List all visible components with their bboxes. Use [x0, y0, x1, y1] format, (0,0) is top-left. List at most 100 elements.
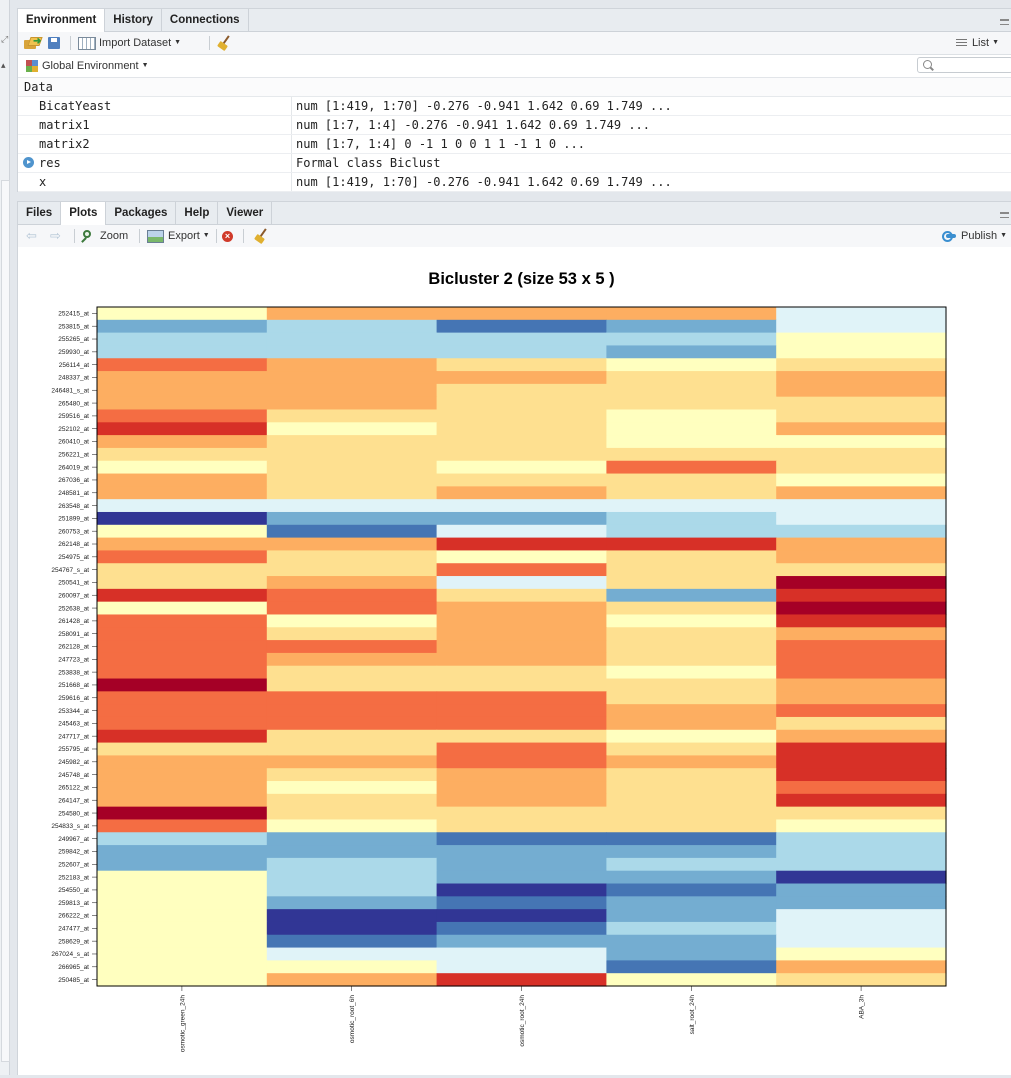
left-scrollbar[interactable]: [1, 180, 10, 1062]
zoom-magnifier-icon: [81, 229, 95, 243]
heatmap-cell: [606, 973, 777, 987]
heatmap-cell: [606, 345, 777, 359]
minimize-pane-icon[interactable]: [1000, 19, 1009, 25]
heatmap-cell: [97, 614, 268, 628]
tab-files[interactable]: Files: [18, 202, 62, 224]
row-label: 250541_at: [58, 580, 89, 587]
tab-help[interactable]: Help: [176, 202, 219, 224]
heatmap-cell: [776, 832, 947, 846]
heatmap-cell: [97, 307, 268, 321]
env-search-input[interactable]: [917, 57, 1011, 73]
heatmap-cell: [97, 640, 268, 654]
row-label: 253838_at: [58, 669, 89, 676]
search-icon: [923, 60, 932, 69]
tab-viewer[interactable]: Viewer: [218, 202, 273, 224]
heatmap-cell: [776, 422, 947, 436]
heatmap-cell: [606, 896, 777, 910]
open-folder-icon: ➜: [24, 37, 43, 50]
heatmap-cell: [436, 665, 607, 680]
heatmap-cell: [776, 473, 947, 487]
heatmap-cell: [606, 781, 777, 795]
env-object-list: BicatYeast num [1:419, 1:70] -0.276 -0.94…: [18, 97, 1011, 192]
next-plot-arrow-icon[interactable]: ⇨: [50, 228, 61, 243]
heatmap-cell: [606, 870, 777, 885]
column-divider: [291, 116, 292, 134]
clear-plots-button[interactable]: [254, 227, 270, 245]
heatmap-cell: [606, 524, 777, 539]
heatmap-cell: [97, 511, 268, 526]
heatmap-cell: [97, 768, 268, 782]
expand-object-icon[interactable]: [23, 157, 34, 168]
heatmap-cell: [776, 845, 947, 859]
minimize-pane-icon[interactable]: [1000, 212, 1009, 218]
heatmap-cell: [266, 422, 438, 436]
load-workspace-button[interactable]: ➜: [24, 34, 43, 52]
zoom-label: Zoom: [100, 230, 129, 242]
expand-arrow-icon[interactable]: ⤢: [1, 34, 9, 44]
heatmap-cell: [776, 678, 947, 692]
env-object-row[interactable]: res Formal class Biclust: [18, 154, 1011, 173]
heatmap-cell: [606, 409, 777, 423]
heatmap-cell: [266, 383, 438, 398]
export-dropdown[interactable]: Export ▼: [147, 227, 210, 245]
tab-environment[interactable]: Environment: [18, 9, 106, 32]
heatmap-cell: [97, 652, 268, 667]
heatmap-cell: [606, 678, 777, 692]
heatmap-cell: [606, 934, 777, 949]
heatmap-cell: [606, 652, 777, 667]
heatmap-cell: [776, 396, 947, 411]
row-label: 252102_at: [58, 426, 89, 433]
heatmap-cell: [606, 358, 777, 372]
row-label: 248581_at: [58, 490, 89, 497]
heatmap-cell: [606, 588, 777, 603]
heatmap-cell: [97, 396, 268, 411]
heatmap-cell: [606, 563, 777, 577]
row-label: 248337_at: [58, 375, 89, 382]
column-label: ABA_3h: [859, 995, 866, 1019]
tab-packages[interactable]: Packages: [106, 202, 177, 224]
row-label: 255265_at: [58, 336, 89, 343]
previous-plot-arrow-icon[interactable]: ⇦: [26, 228, 37, 243]
heatmap-cell: [97, 729, 268, 744]
heatmap-cell: [97, 499, 268, 513]
heatmap-cell: [776, 345, 947, 359]
heatmap-cell: [436, 486, 607, 500]
heatmap-cell: [776, 588, 947, 603]
row-label: 256114_at: [59, 362, 89, 369]
env-object-row[interactable]: matrix1 num [1:7, 1:4] -0.276 -0.941 1.64…: [18, 116, 1011, 135]
tab-connections[interactable]: Connections: [162, 9, 249, 31]
heatmap-cell: [436, 934, 607, 949]
env-object-row[interactable]: matrix2 num [1:7, 1:4] 0 -1 1 0 0 1 1 -1 …: [18, 135, 1011, 154]
collapse-arrow-icon[interactable]: ▴: [1, 60, 6, 70]
import-dataset-button[interactable]: Import Dataset ▼: [78, 34, 181, 52]
heatmap-cell: [266, 793, 438, 808]
heatmap-cell: [97, 319, 268, 334]
heatmap-cell: [97, 345, 268, 359]
heatmap-cell: [606, 511, 777, 526]
env-object-row[interactable]: x num [1:419, 1:70] -0.276 -0.941 1.642 0…: [18, 173, 1011, 192]
heatmap-cell: [606, 768, 777, 782]
heatmap-cell: [266, 819, 438, 833]
environment-scope-dropdown[interactable]: Global Environment ▼: [26, 57, 149, 75]
publish-dropdown[interactable]: Publish ▼: [941, 227, 1007, 245]
row-label: 245748_at: [58, 772, 89, 779]
save-workspace-button[interactable]: [48, 34, 60, 52]
view-mode-dropdown[interactable]: List ▼: [955, 34, 999, 52]
env-toolbar: ➜ Import Dataset ▼ List ▼: [18, 32, 1011, 55]
env-object-row[interactable]: BicatYeast num [1:419, 1:70] -0.276 -0.94…: [18, 97, 1011, 116]
chevron-down-icon: ▼: [202, 232, 210, 240]
heatmap-cell: [436, 909, 607, 923]
row-label: 266222_at: [58, 913, 89, 920]
tab-history[interactable]: History: [105, 9, 162, 31]
zoom-button[interactable]: Zoom: [81, 227, 128, 245]
clear-workspace-button[interactable]: [217, 34, 233, 52]
heatmap-cell: [97, 550, 268, 564]
tab-plots[interactable]: Plots: [61, 202, 107, 225]
heatmap-border: [96, 306, 947, 987]
heatmap-cell: [97, 909, 268, 923]
heatmap-cell: [436, 896, 607, 910]
heatmap-cell: [266, 678, 438, 692]
remove-plot-button[interactable]: ×: [222, 227, 233, 245]
heatmap-cell: [606, 640, 777, 654]
heatmap-cell: [776, 870, 947, 885]
